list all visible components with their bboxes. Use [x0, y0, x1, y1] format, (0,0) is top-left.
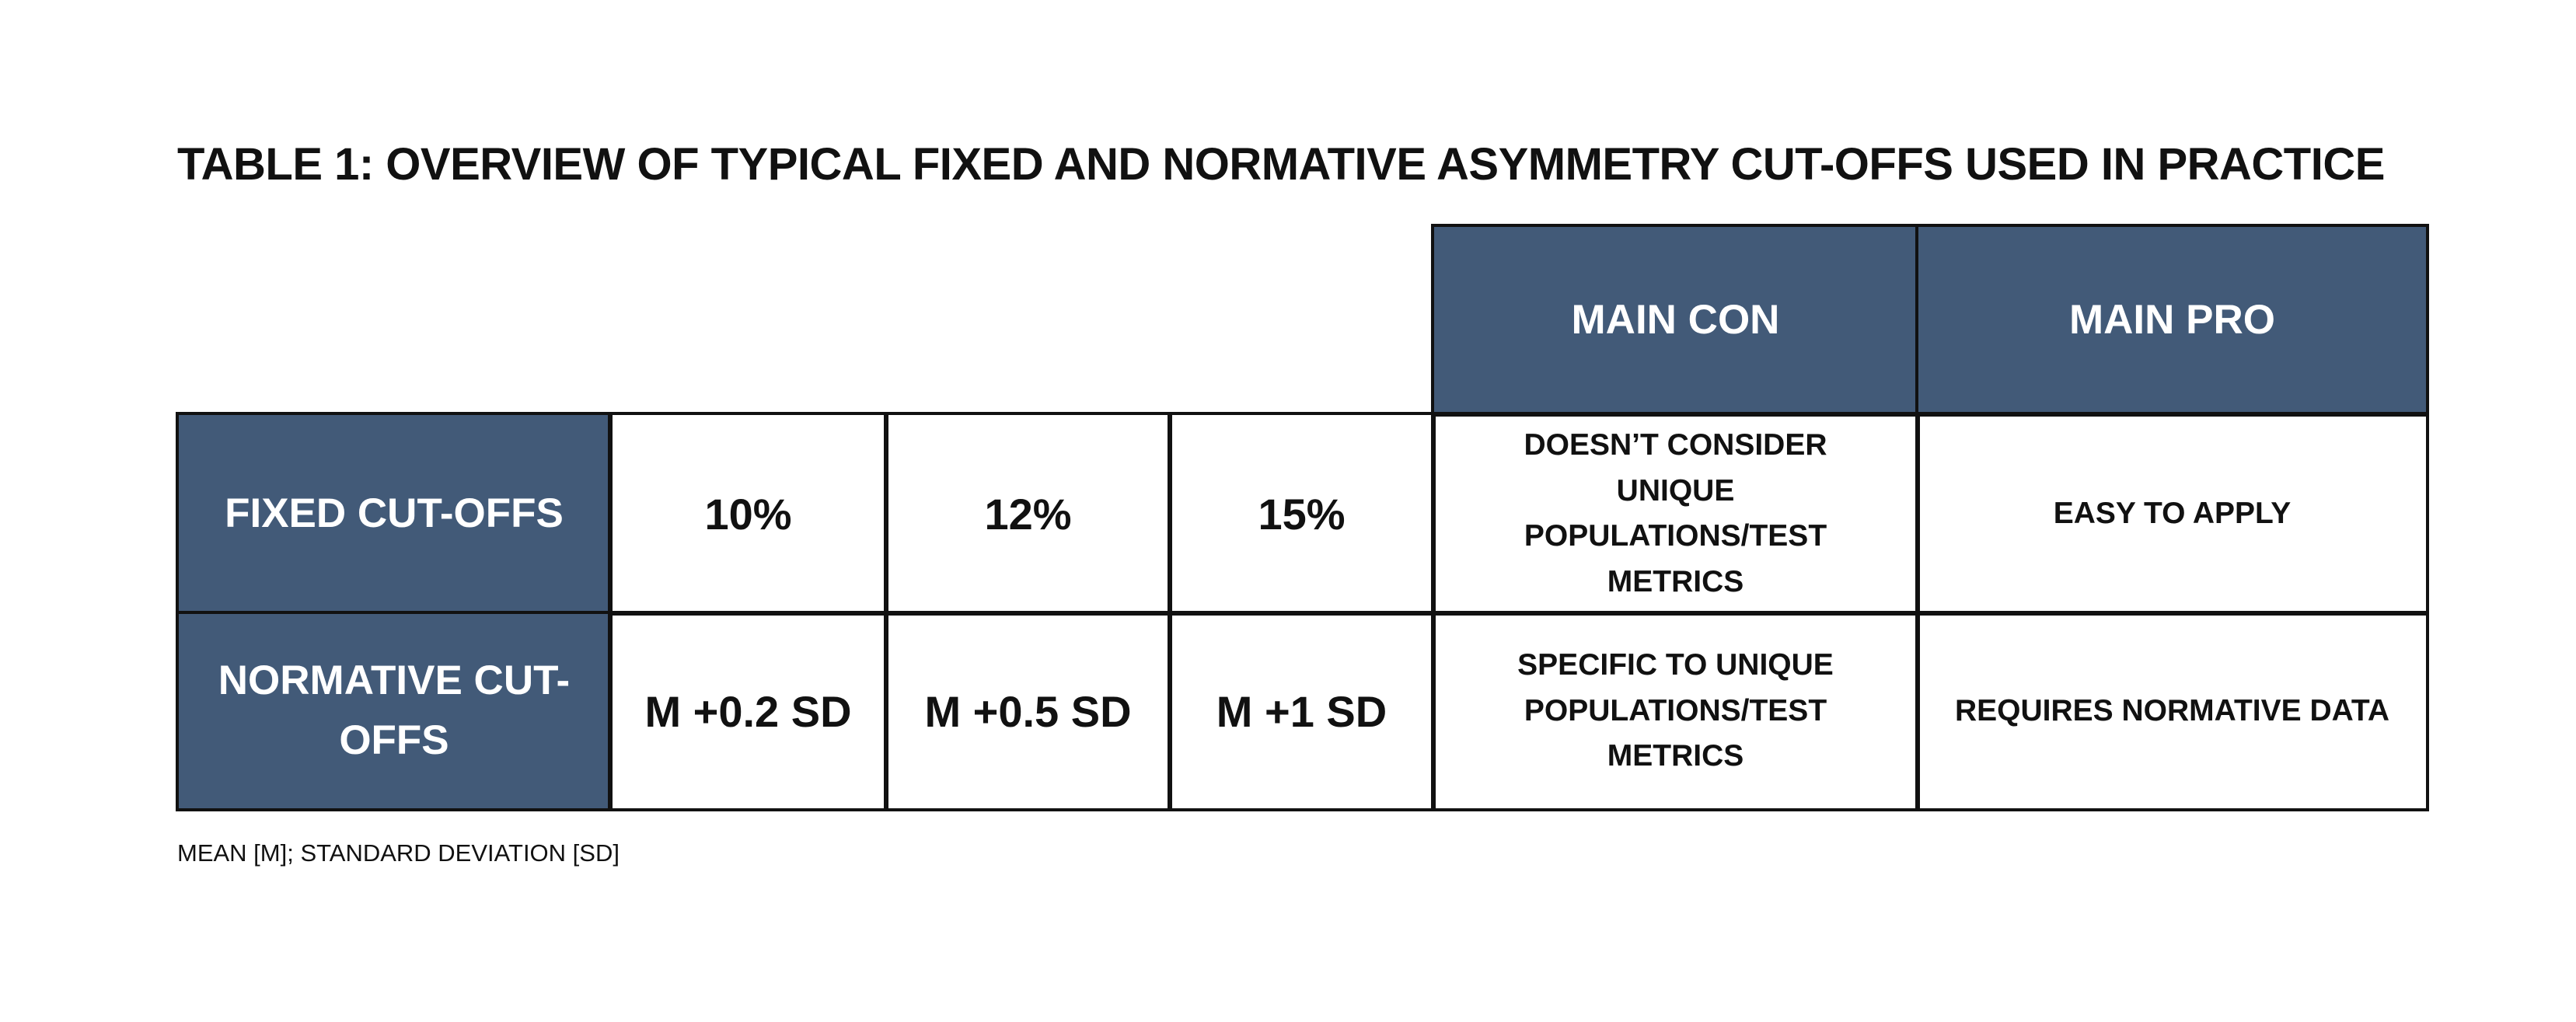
- cell: DOESN’T CONSIDER UNIQUE POPULATIONS/TEST…: [1431, 412, 1920, 616]
- cell: 10%: [608, 412, 888, 616]
- header-cell: MAIN CON: [1431, 224, 1920, 417]
- cell: M +1 SD: [1168, 611, 1436, 811]
- row-label: NORMATIVE CUT-OFFS: [176, 611, 613, 811]
- cell: M +0.2 SD: [608, 611, 888, 811]
- table-title: TABLE 1: OVERVIEW OF TYPICAL FIXED AND N…: [177, 139, 2385, 190]
- cell: SPECIFIC TO UNIQUE POPULATIONS/TEST METR…: [1431, 611, 1920, 811]
- row-label: FIXED CUT-OFFS: [176, 412, 613, 616]
- cell: 15%: [1168, 412, 1436, 616]
- cell: EASY TO APPLY: [1915, 412, 2429, 616]
- cell: M +0.5 SD: [884, 611, 1172, 811]
- header-cell: MAIN PRO: [1915, 224, 2429, 417]
- cell: 12%: [884, 412, 1172, 616]
- footnote: MEAN [M]; STANDARD DEVIATION [SD]: [177, 839, 620, 867]
- cell: REQUIRES NORMATIVE DATA: [1915, 611, 2429, 811]
